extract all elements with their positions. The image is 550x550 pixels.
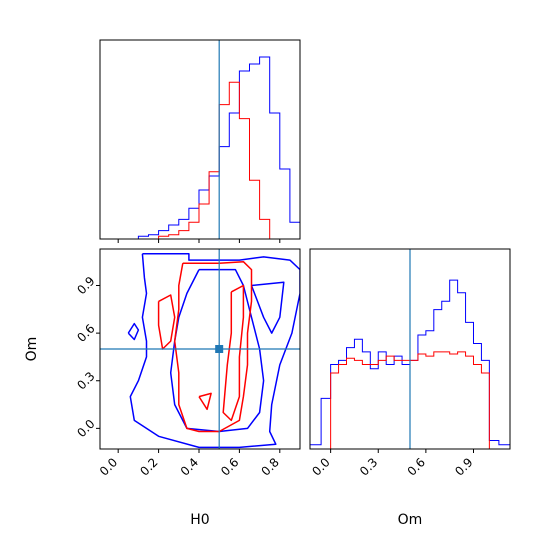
h0-x-tick-label: 0.6 <box>218 455 241 478</box>
contours-red-series <box>157 260 253 433</box>
contour-red-level <box>198 392 212 411</box>
contour-red-level <box>157 294 176 350</box>
contour-blue-level <box>129 253 300 449</box>
om-x-tick-label: 0.0 <box>309 455 332 478</box>
om-x-tick-label: 0.6 <box>405 455 428 478</box>
om-y-tick-label: 0.3 <box>74 369 97 392</box>
contour-x-ticks: 0.0 0.2 0.4 0.6 0.8 <box>97 449 282 479</box>
om-x-tick-label: 0.9 <box>452 455 475 478</box>
h0-histogram-red-line <box>158 81 271 239</box>
contour-y-ticks: 0.0 0.3 0.6 0.9 <box>74 274 100 440</box>
om-histogram-red-line <box>330 351 490 449</box>
contour-red-level <box>173 260 253 433</box>
om-y-tick-label: 0.9 <box>74 274 97 297</box>
contour-blue-level <box>250 281 285 334</box>
h0-histogram-red-series <box>158 81 271 239</box>
om-y-tick-label: 0.6 <box>74 321 97 344</box>
truth-marker <box>215 345 224 353</box>
contour-blue-level <box>127 322 140 341</box>
h0-x-tick-label: 0.8 <box>259 455 282 478</box>
om-y-tick-label: 0.0 <box>74 417 97 440</box>
om-axis-label-x: Om <box>398 512 423 528</box>
om-axis-label-y: Om <box>24 337 40 362</box>
h0-om-contour-panel: 0.0 0.2 0.4 0.6 0.8 0.0 0.3 0.6 0.9 H0 Om <box>24 248 301 528</box>
h0-histogram-frame <box>99 39 301 240</box>
h0-histogram-x-ticks <box>117 239 281 243</box>
h0-histogram-panel <box>99 39 301 243</box>
h0-x-tick-label: 0.4 <box>178 455 201 478</box>
om-histogram-x-ticks: 0.0 0.3 0.6 0.9 <box>309 449 476 479</box>
om-histogram-frame <box>309 248 511 450</box>
h0-x-tick-label: 0.2 <box>137 455 160 478</box>
h0-axis-label: H0 <box>190 512 209 528</box>
om-histogram-red-series <box>330 351 490 449</box>
contour-panel-frame <box>99 248 301 450</box>
om-x-tick-label: 0.3 <box>357 455 380 478</box>
om-histogram-panel: 0.0 0.3 0.6 0.9 Om <box>309 248 511 528</box>
contours-blue-series <box>127 253 300 449</box>
h0-x-tick-label: 0.0 <box>97 455 120 478</box>
contour-red-level <box>222 284 245 422</box>
